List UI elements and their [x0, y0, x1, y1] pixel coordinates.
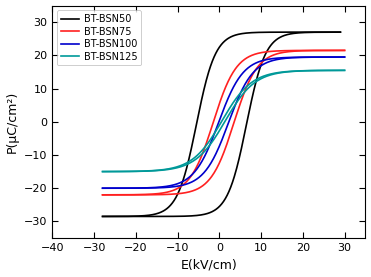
Line: BT-BSN75: BT-BSN75	[102, 50, 345, 195]
BT-BSN50	[194, 121, 199, 124]
BT-BSN100	[196, 165, 201, 169]
BT-BSN75	[342, 49, 347, 52]
BT-BSN100	[276, 56, 281, 60]
BT-BSN75	[100, 193, 105, 196]
BT-BSN75	[129, 193, 134, 196]
BT-BSN100	[179, 181, 184, 184]
BT-BSN50	[273, 30, 278, 34]
BT-BSN125	[179, 164, 184, 167]
BT-BSN50	[272, 30, 276, 34]
BT-BSN50	[178, 187, 182, 190]
BT-BSN75	[275, 49, 279, 53]
BT-BSN125	[129, 170, 134, 173]
BT-BSN100	[100, 186, 105, 190]
BT-BSN50	[100, 215, 105, 218]
BT-BSN75	[196, 161, 201, 165]
Line: BT-BSN125: BT-BSN125	[102, 70, 345, 171]
BT-BSN75	[179, 184, 184, 188]
BT-BSN100	[342, 55, 347, 59]
BT-BSN125	[196, 153, 201, 156]
BT-BSN125	[276, 71, 281, 74]
Y-axis label: P(μC/cm²): P(μC/cm²)	[6, 91, 19, 153]
BT-BSN100	[253, 62, 257, 65]
BT-BSN125	[253, 79, 257, 82]
BT-BSN125	[275, 71, 279, 75]
BT-BSN100	[129, 186, 134, 190]
Line: BT-BSN100: BT-BSN100	[102, 57, 345, 188]
BT-BSN50	[338, 30, 343, 34]
BT-BSN50	[250, 31, 255, 34]
BT-BSN125	[100, 170, 105, 173]
BT-BSN50	[129, 215, 134, 218]
X-axis label: E(kV/cm): E(kV/cm)	[181, 258, 237, 271]
Legend: BT-BSN50, BT-BSN75, BT-BSN100, BT-BSN125: BT-BSN50, BT-BSN75, BT-BSN100, BT-BSN125	[58, 11, 141, 65]
BT-BSN100	[275, 57, 279, 60]
BT-BSN125	[342, 69, 347, 72]
BT-BSN75	[253, 53, 257, 56]
Line: BT-BSN50: BT-BSN50	[102, 32, 341, 216]
BT-BSN75	[276, 49, 281, 53]
